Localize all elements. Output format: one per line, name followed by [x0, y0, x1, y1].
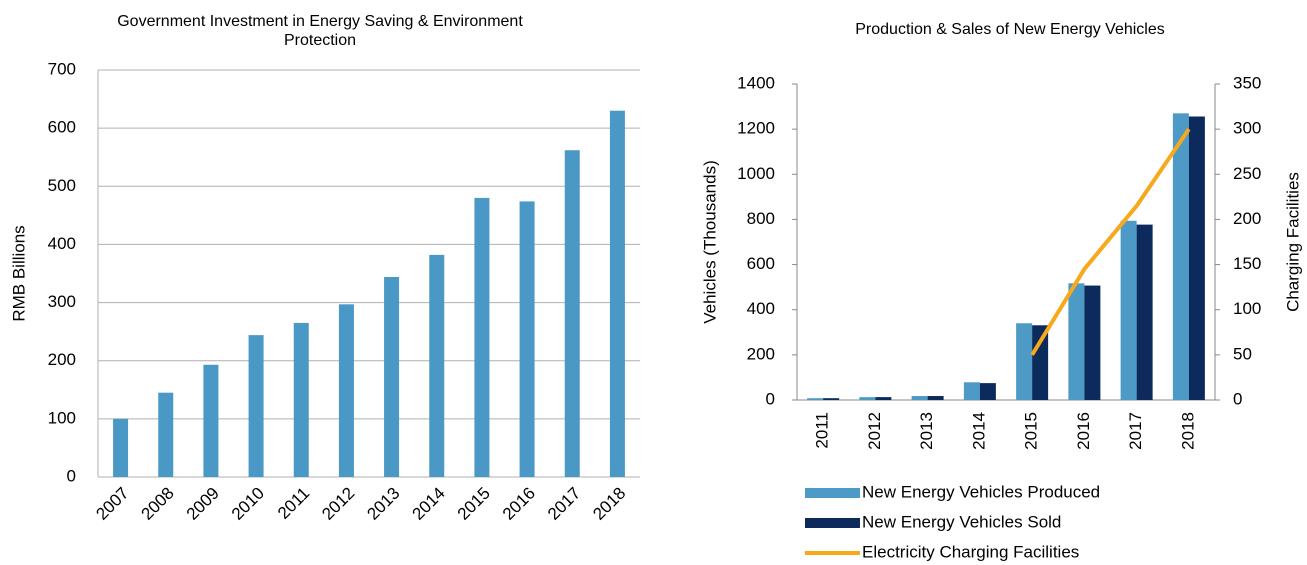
chart-title: Government Investment in Energy Saving &… [117, 13, 523, 49]
bar [1172, 113, 1189, 400]
bar [474, 197, 490, 477]
bar [807, 398, 824, 400]
y2-axis-label: Charging Facilities [1283, 172, 1302, 312]
x-tick-label: 2014 [409, 484, 449, 524]
x-tick-label: 2016 [499, 484, 539, 524]
y-tick-label: 600 [747, 254, 775, 273]
bar [1032, 325, 1049, 400]
x-tick-label: 2012 [318, 484, 358, 524]
bar [113, 418, 129, 477]
y-tick-label: 500 [48, 176, 76, 195]
y-tick-label: 0 [766, 389, 775, 408]
x-tick-label: 2017 [544, 484, 584, 524]
x-tick-label: 2013 [917, 412, 936, 450]
bar [875, 397, 892, 400]
y2-tick-label: 250 [1233, 164, 1261, 183]
bar [859, 397, 876, 400]
bar [1136, 224, 1153, 400]
x-tick-label: 2016 [1074, 412, 1093, 450]
bar [1016, 323, 1033, 400]
y-tick-label: 1200 [737, 119, 775, 138]
bar [338, 304, 354, 477]
y-tick-label: 1000 [737, 164, 775, 183]
bar [1120, 220, 1137, 400]
bar [979, 383, 996, 400]
bar [1188, 116, 1205, 400]
bar [927, 396, 944, 400]
x-tick-label: 2009 [183, 484, 223, 524]
legend-swatch [805, 488, 860, 498]
line [1030, 128, 1191, 356]
bar [963, 382, 980, 400]
x-tick-label: 2015 [454, 484, 494, 524]
y2-tick-label: 200 [1233, 209, 1261, 228]
bar [911, 396, 928, 400]
y-tick-label: 800 [747, 209, 775, 228]
y2-tick-label: 300 [1233, 119, 1261, 138]
y-tick-label: 200 [747, 344, 775, 363]
y2-tick-label: 50 [1233, 344, 1252, 363]
y2-tick-label: 0 [1233, 389, 1242, 408]
y-tick-label: 600 [48, 118, 76, 137]
y-tick-label: 400 [747, 299, 775, 318]
y-tick-label: 1400 [737, 73, 775, 92]
y2-tick-label: 150 [1233, 254, 1261, 273]
x-tick-label: 2008 [138, 484, 178, 524]
y-tick-label: 400 [48, 234, 76, 253]
y2-tick-label: 100 [1233, 299, 1261, 318]
y2-tick-label: 350 [1233, 73, 1261, 92]
x-tick-label: 2018 [1178, 412, 1197, 450]
bar [823, 398, 840, 400]
bar [293, 322, 309, 477]
y-axis-label: RMB Billions [9, 225, 28, 321]
bar [564, 150, 580, 478]
legend-swatch [805, 518, 860, 528]
bar [1068, 283, 1085, 400]
y-axis-label: Vehicles (Thousands) [700, 160, 719, 323]
bar [384, 276, 400, 477]
chart-title: Production & Sales of New Energy Vehicle… [855, 21, 1165, 38]
x-tick-label: 2011 [813, 412, 832, 449]
bar [609, 110, 625, 477]
y-tick-label: 300 [48, 292, 76, 311]
legend-label: Electricity Charging Facilities [862, 542, 1079, 561]
x-tick-label: 2015 [1022, 412, 1041, 450]
x-tick-label: 2014 [969, 412, 988, 450]
bar [429, 254, 445, 477]
legend-label: New Energy Vehicles Sold [862, 512, 1061, 531]
y-tick-label: 200 [48, 350, 76, 369]
x-tick-label: 2007 [92, 484, 132, 524]
bar [203, 364, 219, 477]
bar [519, 201, 535, 477]
x-tick-label: 2012 [865, 412, 884, 450]
x-tick-label: 2018 [589, 484, 629, 524]
bar [1084, 285, 1101, 400]
legend-label: New Energy Vehicles Produced [862, 482, 1100, 501]
x-tick-label: 2017 [1126, 412, 1145, 450]
y-tick-label: 100 [48, 408, 76, 427]
x-tick-label: 2013 [363, 484, 403, 524]
y-tick-label: 0 [67, 466, 76, 485]
bar [158, 392, 174, 477]
x-tick-label: 2010 [228, 484, 268, 524]
y-tick-label: 700 [48, 59, 76, 78]
bar [248, 335, 264, 477]
x-tick-label: 2011 [274, 484, 313, 523]
